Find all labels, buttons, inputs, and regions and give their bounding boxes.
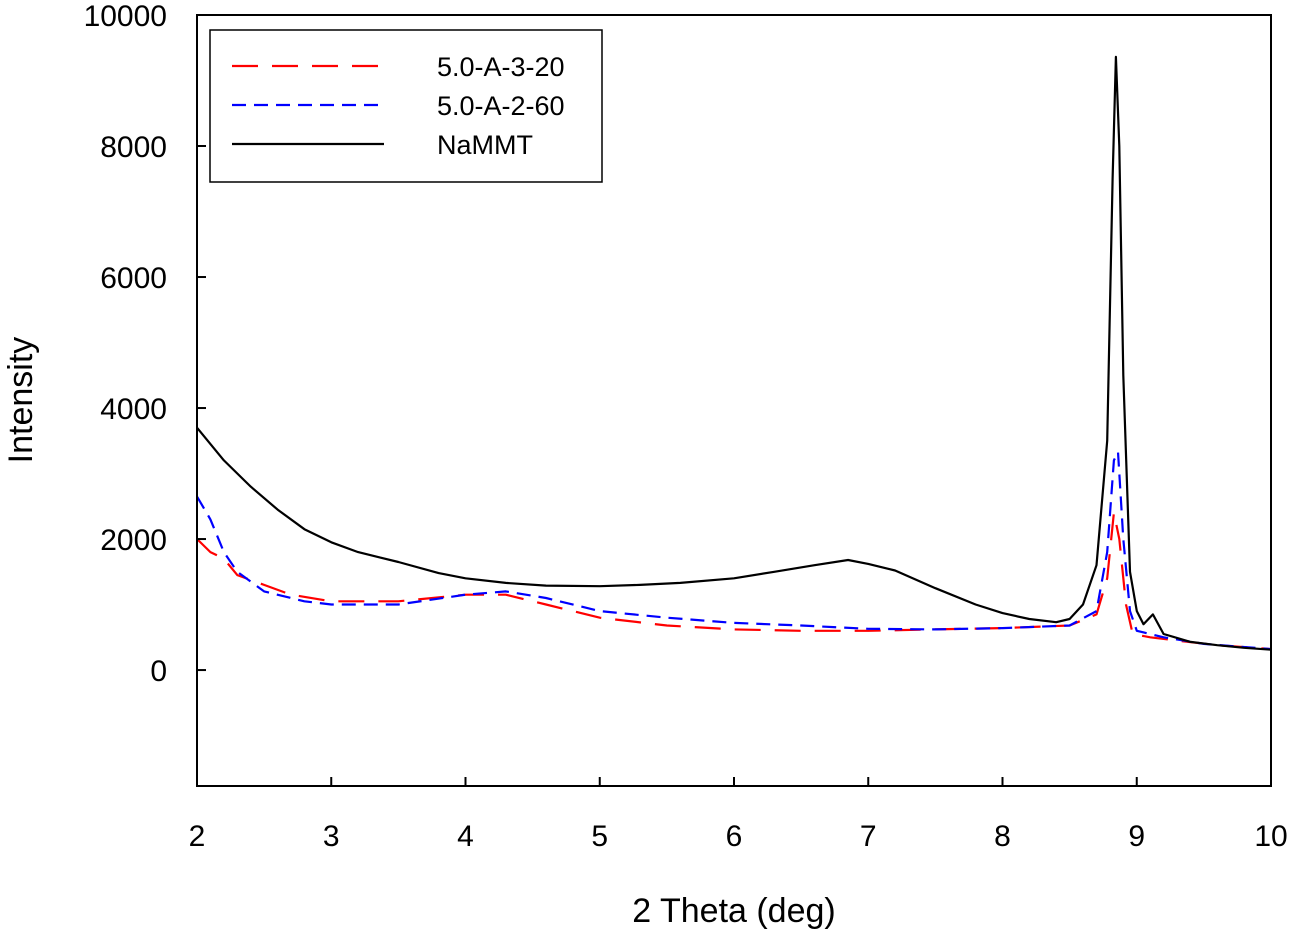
y-tick-label: 0 [150,655,167,688]
x-tick-label: 10 [1254,820,1287,853]
x-tick-label: 2 [189,820,206,853]
y-tick-label: 6000 [100,262,167,295]
legend-label: 5.0-A-3-20 [437,52,565,82]
x-axis-label: 2 Theta (deg) [632,892,836,930]
legend-label: NaMMT [437,130,533,160]
x-tick-label: 3 [323,820,340,853]
legend-label: 5.0-A-2-60 [437,91,565,121]
x-tick-label: 4 [457,820,474,853]
x-axis: 2 3 4 5 6 7 8 9 10 [189,777,1288,853]
y-axis: 0 2000 4000 6000 8000 10000 [84,0,206,688]
x-tick-label: 7 [860,820,877,853]
x-tick-label: 5 [591,820,608,853]
y-tick-label: 2000 [100,524,167,557]
series-line-5.0-A-2-60 [196,450,1272,651]
x-tick-label: 6 [726,820,743,853]
y-axis-label: Intensity [2,337,40,464]
series-line-5.0-A-3-20 [196,511,1272,651]
series-line-NaMMT [196,55,1272,651]
series-layer [196,55,1272,651]
y-tick-label: 4000 [100,393,167,426]
x-tick-label: 9 [1128,820,1145,853]
x-tick-label: 8 [994,820,1011,853]
y-tick-label: 8000 [100,131,167,164]
legend: 5.0-A-3-20 5.0-A-2-60 NaMMT [209,29,603,183]
y-tick-label: 10000 [84,0,167,33]
legend-box [209,29,603,183]
